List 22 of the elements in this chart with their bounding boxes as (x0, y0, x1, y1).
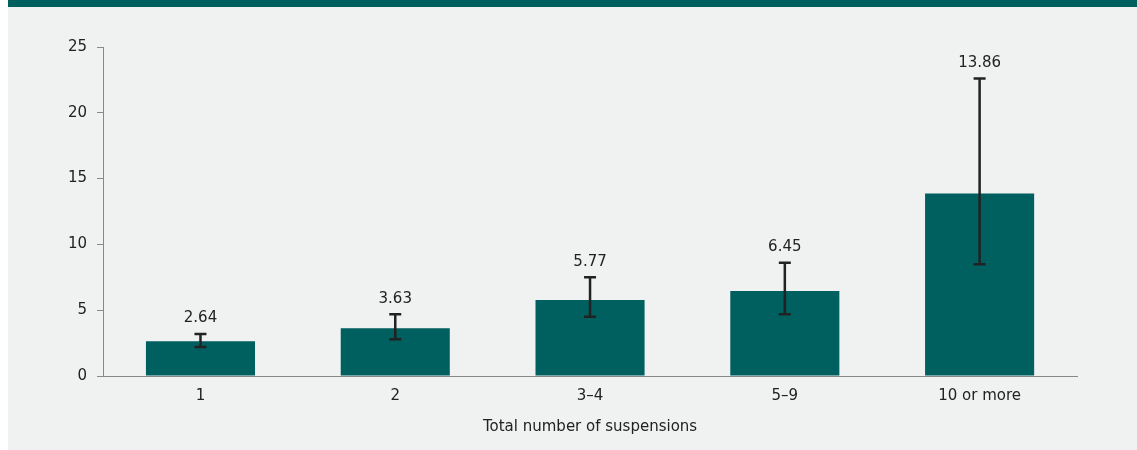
bar (535, 300, 645, 376)
x-tick-label: 2 (390, 385, 401, 404)
x-tick-label: 10 or more (938, 385, 1022, 404)
x-axis-title: Total number of suspensions (481, 416, 698, 435)
bar (925, 193, 1035, 376)
data-label: 3.63 (378, 288, 412, 307)
data-label: 5.77 (573, 251, 607, 270)
x-tick-label: 1 (195, 385, 206, 404)
y-tick-label: 20 (67, 102, 88, 121)
bar (730, 291, 840, 376)
data-label: 6.45 (768, 237, 802, 256)
x-tick-label: 5–9 (771, 385, 799, 404)
bar (340, 328, 450, 376)
y-tick-label: 15 (67, 168, 88, 187)
y-tick-label: 5 (77, 300, 88, 319)
annotation: 13.86 (958, 52, 1002, 71)
data-label: 2.64 (183, 308, 218, 327)
y-tick-label: 10 (67, 234, 88, 253)
y-tick-label: 0 (77, 365, 88, 384)
bar (145, 341, 256, 376)
x-tick-label: 3–4 (576, 385, 604, 404)
y-tick-label: 25 (67, 36, 88, 55)
